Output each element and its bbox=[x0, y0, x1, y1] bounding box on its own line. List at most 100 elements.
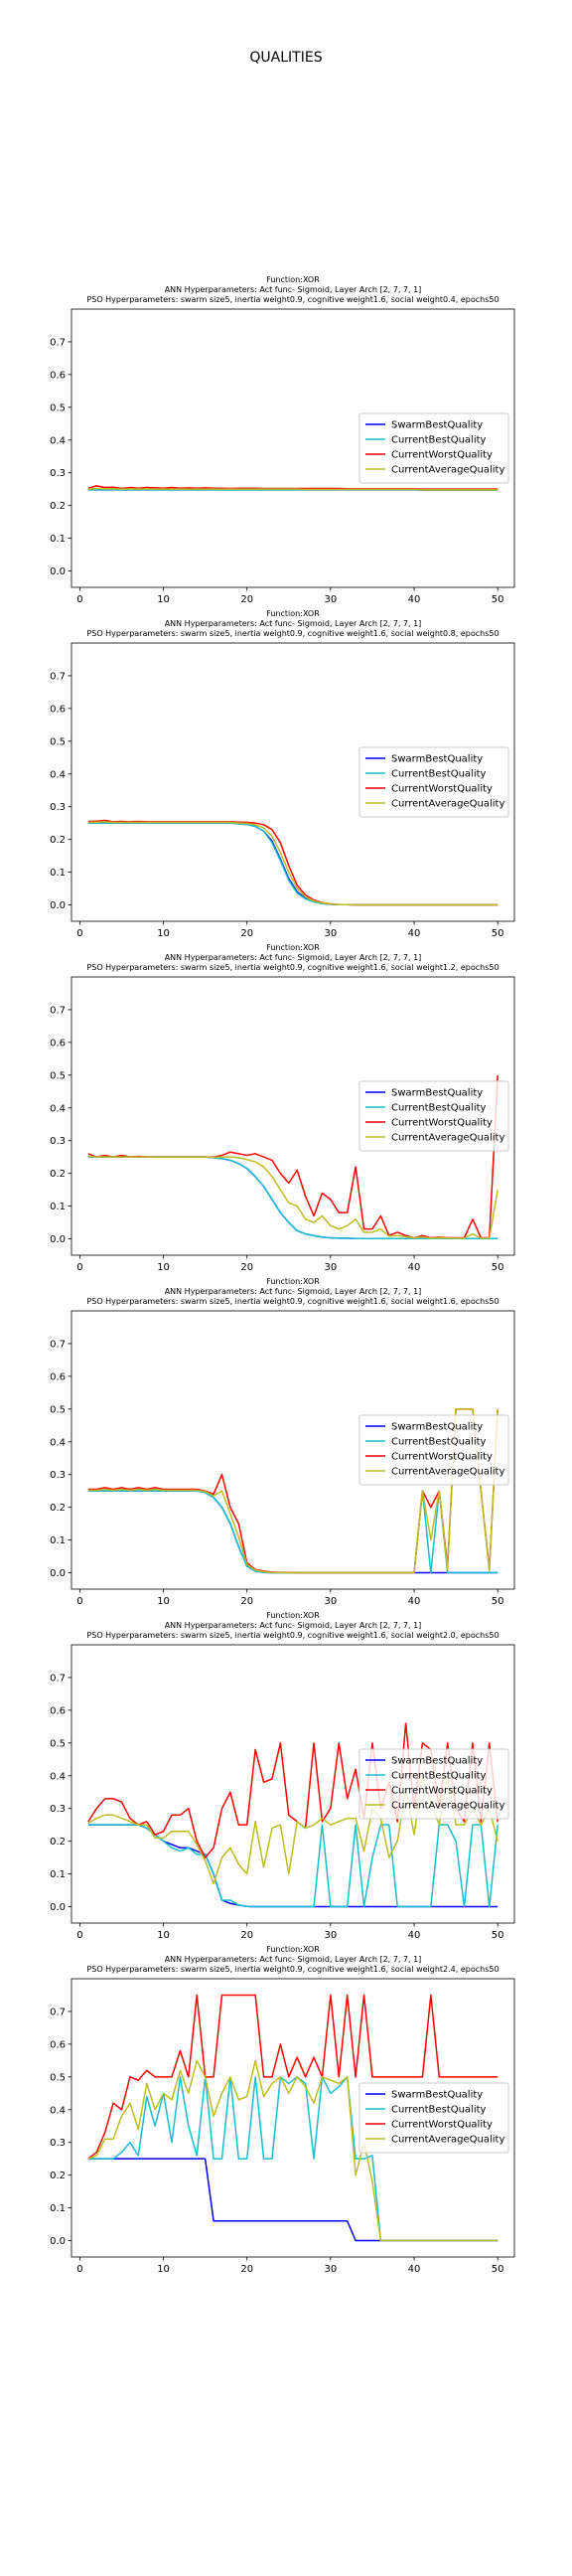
y-tick-label: 0.2 bbox=[50, 2171, 66, 2181]
legend-label: CurrentBestQuality bbox=[391, 2105, 487, 2116]
series-line-CurrentBestQuality bbox=[87, 822, 499, 906]
series-line-CurrentAverageQuality bbox=[87, 487, 499, 491]
x-tick-label: 20 bbox=[240, 2264, 253, 2275]
x-tick-label: 20 bbox=[240, 1596, 253, 1607]
y-tick-label: 0.5 bbox=[50, 736, 66, 747]
y-tick-label: 0.5 bbox=[50, 1404, 66, 1415]
x-tick-label: 30 bbox=[325, 928, 338, 939]
x-tick-label: 50 bbox=[492, 1930, 504, 1941]
legend-box bbox=[358, 1748, 509, 1820]
x-tick-label: 0 bbox=[76, 2264, 82, 2275]
y-tick-label: 0.5 bbox=[50, 2072, 66, 2083]
x-tick-label: 20 bbox=[240, 594, 253, 605]
series-line-CurrentBestQuality bbox=[87, 1156, 499, 1239]
y-tick-label: 0.5 bbox=[50, 1070, 66, 1081]
y-tick-label: 0.3 bbox=[50, 1804, 66, 1815]
x-tick-label: 30 bbox=[325, 1596, 338, 1607]
y-tick-label: 0.6 bbox=[50, 2039, 66, 2050]
x-tick-label: 0 bbox=[76, 1596, 82, 1607]
y-tick-label: 0.3 bbox=[50, 1136, 66, 1147]
series-line-CurrentWorstQuality bbox=[87, 1994, 499, 2160]
x-tick-label: 20 bbox=[240, 928, 253, 939]
legend-label: CurrentWorstQuality bbox=[391, 450, 493, 461]
legend-label: CurrentWorstQuality bbox=[391, 1452, 493, 1463]
chart-title-line: PSO Hyperparameters: swarm size5, inerti… bbox=[86, 1631, 499, 1640]
x-tick-label: 0 bbox=[76, 1930, 82, 1941]
legend-label: CurrentWorstQuality bbox=[391, 784, 493, 795]
legend: SwarmBestQuality CurrentBestQuality Curren… bbox=[358, 1414, 509, 1486]
series-line-CurrentWorstQuality bbox=[87, 819, 499, 906]
y-tick-label: 0.2 bbox=[50, 1503, 66, 1514]
y-tick-label: 0.2 bbox=[50, 1169, 66, 1180]
legend: SwarmBestQuality CurrentBestQuality Curren… bbox=[358, 746, 509, 818]
y-tick-label: 0.7 bbox=[50, 1673, 66, 1684]
plot-frame bbox=[71, 1644, 515, 1924]
y-tick-label: 0.2 bbox=[50, 1837, 66, 1848]
x-tick-label: 10 bbox=[157, 928, 170, 939]
x-tick-label: 40 bbox=[408, 1596, 421, 1607]
y-tick-label: 0.7 bbox=[50, 1005, 66, 1016]
legend: SwarmBestQuality CurrentBestQuality Curren… bbox=[358, 2082, 509, 2154]
series-line-CurrentBestQuality bbox=[87, 1824, 499, 1908]
y-tick-label: 0.6 bbox=[50, 1705, 66, 1716]
series-line-CurrentAverageQuality bbox=[87, 2059, 499, 2242]
plot-frame bbox=[71, 976, 515, 1256]
legend-label: CurrentAverageQuality bbox=[391, 465, 504, 476]
chart-title-line: ANN Hyperparameters: Act func- Sigmoid, … bbox=[165, 1955, 422, 1964]
legend-label: CurrentAverageQuality bbox=[391, 1801, 504, 1812]
chart-title-line: ANN Hyperparameters: Act func- Sigmoid, … bbox=[165, 285, 422, 294]
y-tick-label: 0.6 bbox=[50, 704, 66, 715]
x-tick-label: 50 bbox=[492, 1262, 504, 1273]
y-tick-label: 0.7 bbox=[50, 1339, 66, 1350]
y-tick-label: 0.4 bbox=[50, 435, 66, 446]
y-tick-label: 0.7 bbox=[50, 337, 66, 348]
legend-box bbox=[358, 746, 509, 818]
x-tick-label: 10 bbox=[157, 1930, 170, 1941]
chart-title-line: Function:XOR bbox=[266, 1611, 320, 1620]
legend-label: SwarmBestQuality bbox=[391, 2090, 483, 2101]
chart-title-line: PSO Hyperparameters: swarm size5, inerti… bbox=[86, 629, 499, 638]
legend-label: SwarmBestQuality bbox=[391, 754, 483, 765]
x-tick-label: 40 bbox=[408, 928, 421, 939]
series-line-CurrentAverageQuality bbox=[87, 821, 499, 906]
y-tick-label: 0.6 bbox=[50, 1038, 66, 1048]
plot-frame bbox=[71, 1978, 515, 2258]
y-tick-label: 0.4 bbox=[50, 2105, 66, 2116]
x-tick-label: 0 bbox=[76, 1262, 82, 1273]
legend-label: CurrentWorstQuality bbox=[391, 2120, 493, 2131]
y-tick-label: 0.4 bbox=[50, 1771, 66, 1782]
chart-title-line: Function:XOR bbox=[266, 1945, 320, 1954]
legend: SwarmBestQuality CurrentBestQuality Curren… bbox=[358, 1080, 509, 1152]
series-line-CurrentBestQuality bbox=[87, 1490, 499, 1574]
y-tick-label: 0.2 bbox=[50, 835, 66, 846]
x-tick-label: 40 bbox=[408, 1262, 421, 1273]
y-tick-label: 0.0 bbox=[50, 1902, 66, 1913]
x-tick-label: 50 bbox=[492, 594, 504, 605]
chart-title-line: PSO Hyperparameters: swarm size5, inerti… bbox=[86, 963, 499, 972]
legend-box bbox=[358, 1414, 509, 1486]
y-tick-label: 0.4 bbox=[50, 1437, 66, 1448]
legend-label: CurrentBestQuality bbox=[391, 1103, 487, 1114]
x-tick-label: 30 bbox=[325, 594, 338, 605]
y-tick-label: 0.0 bbox=[50, 2236, 66, 2247]
legend-box bbox=[358, 412, 509, 484]
chart-title-line: ANN Hyperparameters: Act func- Sigmoid, … bbox=[165, 1621, 422, 1630]
legend-label: SwarmBestQuality bbox=[391, 1422, 483, 1433]
y-tick-label: 0.1 bbox=[50, 868, 66, 879]
series-line-CurrentWorstQuality bbox=[87, 1722, 499, 1858]
chart-title-line: PSO Hyperparameters: swarm size5, inerti… bbox=[86, 1297, 499, 1306]
chart-title-line: ANN Hyperparameters: Act func- Sigmoid, … bbox=[165, 953, 422, 962]
y-tick-label: 0.3 bbox=[50, 2138, 66, 2149]
chart-title-line: Function:XOR bbox=[266, 1277, 320, 1286]
legend: SwarmBestQuality CurrentBestQuality Curren… bbox=[358, 1748, 509, 1820]
plot-frame bbox=[71, 642, 515, 922]
y-tick-label: 0.3 bbox=[50, 802, 66, 813]
series-line-SwarmBestQuality bbox=[87, 1490, 499, 1574]
legend-label: SwarmBestQuality bbox=[391, 1756, 483, 1767]
chart-title-line: Function:XOR bbox=[266, 943, 320, 952]
